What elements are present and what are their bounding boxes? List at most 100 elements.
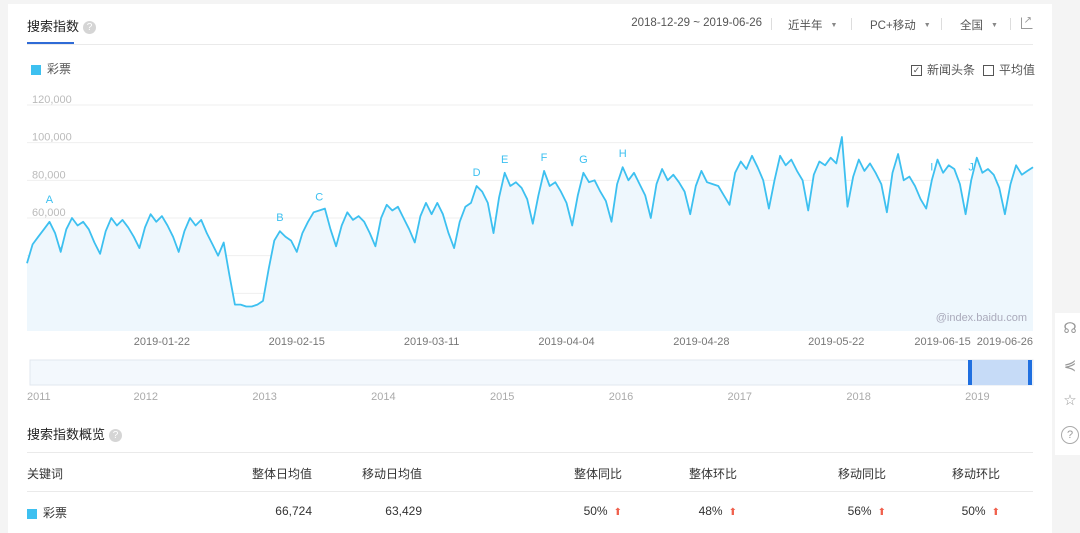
annotation-marker: J xyxy=(968,161,974,173)
navigator-year-label: 2014 xyxy=(371,391,395,403)
divider xyxy=(851,18,852,30)
caret-down-icon: ▼ xyxy=(991,22,998,30)
arrow-up-icon: ⬆ xyxy=(991,507,1000,518)
col-overall-mom: 整体环比 xyxy=(688,467,737,481)
navigator-track[interactable] xyxy=(29,359,1034,386)
star-icon[interactable]: ☆ xyxy=(1063,392,1077,409)
annotation-marker: C xyxy=(315,191,323,203)
y-tick-label: 120,000 xyxy=(32,94,72,106)
checkbox-checked-icon: ✓ xyxy=(911,65,922,77)
mobile-mom-value: 50% xyxy=(961,504,986,518)
y-tick-label: 100,000 xyxy=(32,132,72,144)
series-line xyxy=(26,136,1034,308)
series-area xyxy=(27,137,1033,331)
col-overall-yoy: 整体同比 xyxy=(573,467,622,481)
overall-avg-value: 66,724 xyxy=(275,504,312,518)
period-value: 近半年 xyxy=(788,20,823,32)
arrow-up-icon: ⬆ xyxy=(728,507,737,518)
navigator-selection[interactable] xyxy=(970,360,1030,385)
mobile-mom-cell: 50% ⬆ xyxy=(962,504,1000,518)
divider xyxy=(1010,18,1011,30)
caret-down-icon: ▼ xyxy=(923,22,931,30)
news-label: 新闻头条 xyxy=(927,63,976,77)
headset-icon[interactable]: ☊ xyxy=(1063,320,1077,337)
overview-title-text: 搜索指数概览 xyxy=(27,427,106,442)
x-tick-label: 2019-04-28 xyxy=(673,336,729,348)
period-select[interactable]: 近半年 ▼ xyxy=(788,17,837,33)
legend-label: 彩票 xyxy=(47,62,72,76)
mobile-yoy-value: 56% xyxy=(847,504,872,518)
region-select[interactable]: 全国 ▼ xyxy=(960,17,998,33)
col-mobile-yoy: 移动同比 xyxy=(837,467,886,481)
navigator-year-label: 2012 xyxy=(134,391,158,403)
tab-search-index[interactable]: 搜索指数? xyxy=(27,16,97,35)
col-keyword: 关键词 xyxy=(27,467,64,481)
navigator-left-handle[interactable] xyxy=(968,360,972,385)
x-tick-label: 2019-03-11 xyxy=(404,336,459,348)
divider xyxy=(27,452,1033,453)
average-checkbox[interactable]: 平均值 xyxy=(983,61,1035,78)
help-icon[interactable]: ? xyxy=(83,21,97,35)
navigator-right-handle[interactable] xyxy=(1028,360,1032,385)
mobile-yoy-cell: 56% ⬆ xyxy=(848,504,886,518)
annotation-marker: F xyxy=(541,152,548,164)
region-value: 全国 xyxy=(960,20,983,32)
arrow-up-icon: ⬆ xyxy=(613,507,622,518)
legend-swatch xyxy=(31,64,41,75)
mobile-avg-value: 63,429 xyxy=(385,504,422,518)
col-mobile-mom: 移动环比 xyxy=(951,467,1000,481)
keyword-text: 彩票 xyxy=(43,506,68,520)
news-checkbox[interactable]: ✓ 新闻头条 xyxy=(911,61,975,78)
x-tick-label: 2019-06-15 xyxy=(914,336,970,348)
x-tick-label: 2019-02-15 xyxy=(269,336,325,348)
help-icon[interactable]: ? xyxy=(1061,426,1079,444)
x-tick-label: 2019-06-26 xyxy=(977,336,1033,348)
x-tick-label: 2019-04-04 xyxy=(538,336,594,348)
annotation-marker: D xyxy=(473,167,481,179)
device-value: PC+移动 xyxy=(870,20,916,32)
overall-yoy-value: 50% xyxy=(583,504,608,518)
navigator-year-label: 2017 xyxy=(728,391,752,403)
tab-underline xyxy=(27,42,74,44)
external-link-icon[interactable]: ↗ xyxy=(1021,16,1033,29)
navigator-year-label: 2018 xyxy=(846,391,870,403)
y-tick-label: 80,000 xyxy=(32,169,66,181)
caret-down-icon: ▼ xyxy=(830,22,838,30)
divider xyxy=(941,18,942,30)
date-range[interactable]: 2018-12-29 ~ 2019-06-26 xyxy=(631,17,762,29)
navigator-year-label: 2011 xyxy=(27,391,51,403)
navigator-year-label: 2015 xyxy=(490,391,514,403)
annotation-marker: B xyxy=(276,212,283,224)
row-keyword: 彩票 xyxy=(27,504,67,521)
navigator-year-label: 2019 xyxy=(965,391,989,403)
divider xyxy=(27,491,1033,492)
navigator-year-label: 2016 xyxy=(609,391,633,403)
annotation-marker: A xyxy=(46,194,54,206)
y-tick-label: 60,000 xyxy=(32,207,66,219)
overall-yoy-cell: 50% ⬆ xyxy=(584,504,622,518)
keyword-swatch xyxy=(27,508,37,519)
annotation-marker: E xyxy=(501,154,508,166)
checkbox-icon xyxy=(983,65,994,77)
col-mobile-avg: 移动日均值 xyxy=(361,467,422,481)
navigator-year-label: 2013 xyxy=(252,391,276,403)
divider xyxy=(771,18,772,30)
device-select[interactable]: PC+移动 ▼ xyxy=(870,17,931,33)
overall-mom-value: 48% xyxy=(698,504,723,518)
x-tick-label: 2019-01-22 xyxy=(134,336,190,348)
annotation-marker: H xyxy=(619,148,627,160)
help-icon[interactable]: ? xyxy=(109,429,123,443)
overall-mom-cell: 48% ⬆ xyxy=(699,504,737,518)
annotation-marker: G xyxy=(579,154,588,166)
col-overall-avg: 整体日均值 xyxy=(251,467,312,481)
divider xyxy=(27,44,1033,45)
annotation-marker: I xyxy=(930,161,933,173)
arrow-up-icon: ⬆ xyxy=(877,507,886,518)
overview-title: 搜索指数概览? xyxy=(27,424,123,443)
watermark: @index.baidu.com xyxy=(936,312,1027,324)
legend-item[interactable]: 彩票 xyxy=(31,60,71,77)
average-label: 平均值 xyxy=(999,63,1036,77)
x-tick-label: 2019-05-22 xyxy=(808,336,864,348)
share-icon[interactable]: ⋞ xyxy=(1063,357,1077,374)
